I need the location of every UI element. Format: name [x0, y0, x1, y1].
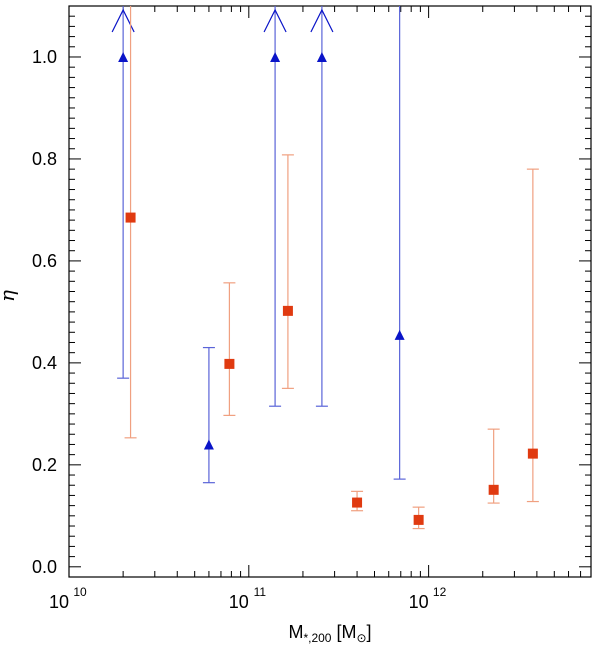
data-point-square: [488, 484, 499, 495]
data-point-square: [282, 305, 293, 316]
data-point-square: [352, 497, 363, 508]
y-tick-label: 0.0: [32, 557, 57, 577]
y-tick-label: 1.0: [32, 47, 57, 67]
data-point-triangle: [316, 51, 327, 62]
data-point-triangle: [118, 51, 129, 62]
y-tick-label: 0.6: [32, 251, 57, 271]
y-tick-label: 0.8: [32, 149, 57, 169]
x-axis-label: M*,200 [M⊙]: [288, 622, 371, 645]
data-point-square: [413, 514, 424, 525]
x-tick-label: 10: [49, 592, 69, 612]
data-point-square: [527, 448, 538, 459]
x-tick-label-exponent: 10: [73, 585, 87, 599]
data-point-triangle: [270, 51, 281, 62]
data-point-square: [125, 212, 136, 223]
x-tick-label-exponent: 11: [254, 585, 267, 599]
x-axis-label-main: M: [288, 622, 303, 642]
x-tick-label-exponent: 12: [433, 585, 447, 599]
tick-labels: 0.0 0.2 0.4 0.6 0.8 1.0 10 10 10 11 10 12: [32, 47, 447, 612]
lower-limit-arrow: [263, 8, 287, 33]
y-tick-label: 0.4: [32, 353, 57, 373]
axis-ticks: [68, 5, 592, 577]
x-axis-label-sub: *,200: [303, 631, 331, 645]
data-point-triangle: [394, 329, 405, 340]
x-tick-label: 10: [409, 592, 429, 612]
y-tick-label: 0.2: [32, 455, 57, 475]
data-marks: [111, 6, 539, 530]
x-axis-units-open: [M: [336, 622, 356, 642]
x-axis-units-close: ]: [367, 622, 372, 642]
lower-limit-arrow: [310, 8, 334, 33]
x-tick-label: 10: [229, 592, 249, 612]
data-point-triangle: [203, 439, 214, 450]
data-point-square: [224, 358, 235, 369]
y-axis-label: η: [0, 290, 19, 302]
x-axis-units-sym: ⊙: [356, 631, 366, 645]
plot-frame: [68, 5, 592, 578]
